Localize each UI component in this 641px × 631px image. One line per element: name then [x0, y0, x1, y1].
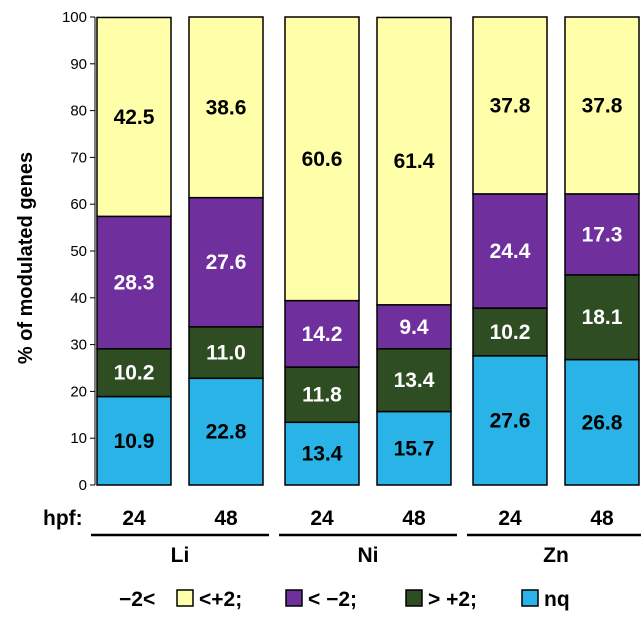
legend-swatch: [285, 589, 303, 607]
data-label: 24.4: [490, 240, 531, 263]
y-tick-label: 90: [70, 56, 87, 73]
y-tick-label: 20: [70, 383, 87, 400]
data-label: 27.6: [490, 409, 531, 432]
x-tick-label: 48: [402, 507, 426, 530]
y-axis: 0 10 20 30 40 50 60 70 80 90 100: [62, 9, 96, 494]
legend-label: nq: [544, 588, 570, 611]
data-label: 28.3: [114, 272, 155, 295]
bar-segment: [284, 16, 360, 302]
bar-segment: [564, 274, 640, 361]
data-label: 37.8: [582, 94, 623, 117]
data-label: 42.5: [114, 106, 155, 129]
data-label: 10.2: [490, 321, 531, 344]
legend-swatch: [405, 589, 423, 607]
y-axis-title: % of modulated genes: [15, 152, 37, 364]
bar-segment: [376, 304, 452, 350]
group-label: Ni: [358, 544, 379, 567]
data-label: 17.3: [582, 223, 623, 246]
y-tick-label: 0: [79, 477, 87, 494]
data-label: 10.9: [114, 430, 155, 453]
bar-segment: [188, 16, 264, 199]
data-label: 27.6: [206, 251, 247, 274]
legend-prefix: −2<: [119, 588, 155, 611]
bar-segment: [376, 410, 452, 486]
y-tick-label: 10: [70, 430, 87, 447]
data-label: 13.4: [394, 369, 435, 392]
group-label: Li: [171, 544, 190, 567]
bar-segment: [376, 348, 452, 413]
legend-swatch: [176, 589, 194, 607]
x-axis: hpf: 24 48 Li 24 48 Ni 24 48 Zn: [43, 507, 641, 567]
y-tick-label: 80: [70, 103, 87, 120]
x-tick-label: 24: [122, 507, 146, 530]
data-label: 22.8: [206, 421, 247, 444]
legend-label: <+2;: [199, 588, 242, 611]
y-tick-label: 70: [70, 149, 87, 166]
bar-segment: [472, 355, 548, 486]
bar-segment: [564, 358, 640, 486]
bar-segment: [564, 193, 640, 276]
bar-segment: [284, 366, 360, 424]
bar-segment: [96, 16, 172, 218]
data-label: 11.8: [302, 384, 342, 407]
x-tick-label: 24: [498, 507, 522, 530]
bar-segment: [376, 16, 452, 306]
legend-swatch: [521, 589, 539, 607]
data-label: 37.8: [490, 94, 531, 117]
legend-label: > +2;: [428, 588, 477, 611]
data-label: 11.0: [206, 342, 246, 365]
bar-segment: [472, 16, 548, 195]
bar-segment: [188, 196, 264, 328]
bar-segment: [188, 377, 264, 486]
bar-segment: [188, 326, 264, 380]
bar-segment: [472, 193, 548, 309]
data-label: 10.2: [114, 362, 155, 385]
bar-segment: [472, 307, 548, 357]
data-label: 60.6: [302, 148, 343, 171]
x-tick-label: 48: [590, 507, 614, 530]
data-label: 26.8: [582, 411, 623, 434]
data-label: 9.4: [399, 316, 429, 339]
data-label: 14.2: [302, 323, 343, 346]
bar-segment: [96, 395, 172, 486]
x-tick-label: 48: [214, 507, 238, 530]
group-label: Zn: [543, 544, 569, 567]
data-label: 15.7: [394, 437, 435, 460]
bar-segment: [564, 16, 640, 195]
y-tick-label: 40: [70, 290, 87, 307]
legend-label: < −2;: [308, 588, 357, 611]
bar-segment: [284, 299, 360, 368]
data-label: 61.4: [394, 150, 435, 173]
y-tick-label: 60: [70, 196, 87, 213]
data-label: 13.4: [302, 443, 343, 466]
data-label: 18.1: [582, 306, 623, 329]
y-tick-label: 30: [70, 337, 87, 354]
legend: −2< <+2; < −2; > +2; nq: [119, 588, 570, 611]
x-prefix-label: hpf:: [43, 507, 83, 530]
x-tick-label: 24: [310, 507, 334, 530]
y-tick-label: 50: [70, 243, 87, 260]
data-label: 38.6: [206, 96, 247, 119]
y-tick-label: 100: [62, 9, 87, 26]
bars-layer: 10.9 10.2 28.3 42.5 22.8 11.0 27.6 38.6 13.4 11.8…: [96, 16, 640, 486]
